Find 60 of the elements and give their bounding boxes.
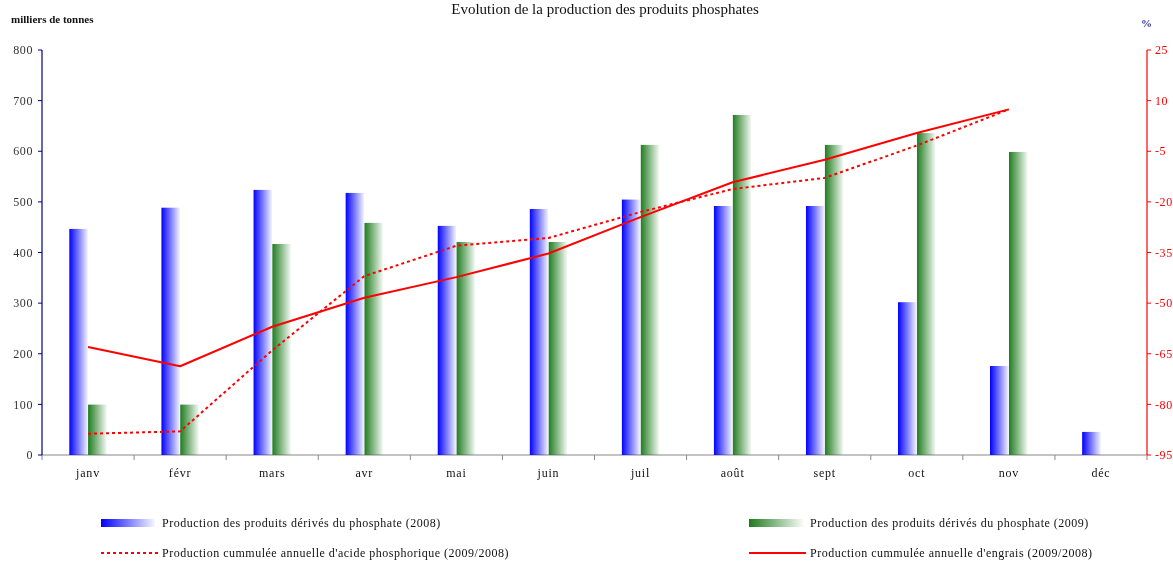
x-tick-label: déc — [1091, 466, 1111, 480]
bar — [437, 225, 457, 455]
bar — [805, 205, 825, 455]
y-tick-label: 700 — [13, 93, 33, 108]
bar — [529, 208, 549, 455]
y2-tick-label: -95 — [1155, 448, 1173, 463]
y2-tick-label: 10 — [1155, 93, 1169, 108]
legend-label: Production cummulée annuelle d'engrais (2009/2008) — [810, 546, 1093, 561]
y-tick-label: 100 — [13, 397, 33, 412]
x-tick-label: mai — [446, 466, 467, 480]
bar — [253, 189, 273, 455]
y2-tick-label: -20 — [1155, 195, 1173, 210]
bar — [272, 243, 292, 455]
x-tick-label: avr — [355, 466, 374, 480]
y-tick-label: 800 — [13, 43, 33, 58]
y2-tick-label: 25 — [1155, 43, 1169, 58]
bar — [990, 365, 1009, 455]
bar — [732, 114, 752, 455]
x-tick-label: nov — [998, 466, 1020, 480]
x-tick-label: févr — [168, 466, 192, 480]
bar — [713, 205, 733, 455]
y-tick-label: 400 — [13, 245, 33, 260]
bar — [621, 199, 641, 455]
x-tick-label: janv — [75, 466, 100, 480]
bar — [180, 404, 199, 455]
bar — [1082, 431, 1101, 455]
bar — [88, 404, 107, 455]
y2-tick-label: -5 — [1155, 144, 1167, 159]
bar — [69, 228, 89, 455]
y-axis-title: milliers de tonnes — [11, 13, 95, 25]
y-tick-label: 300 — [13, 296, 33, 311]
y-tick-label: 0 — [26, 448, 33, 463]
x-tick-label: sept — [813, 466, 836, 480]
y2-axis-title: % — [1141, 17, 1152, 29]
bar — [364, 222, 384, 455]
bar — [161, 207, 181, 455]
y2-tick-label: -35 — [1155, 245, 1173, 260]
x-tick-label: juin — [536, 466, 560, 480]
legend-label: Production des produits dérivés du phosphate (2009) — [810, 516, 1089, 531]
y-tick-label: 200 — [13, 346, 33, 361]
x-tick-label: août — [720, 466, 745, 480]
legend-label: Production cummulée annuelle d'acide phosphorique (2009/2008) — [162, 546, 509, 561]
y2-tick-label: -80 — [1155, 397, 1173, 412]
bar — [897, 302, 917, 455]
bar — [640, 144, 660, 455]
bar — [824, 144, 844, 455]
x-tick-label: mars — [258, 466, 286, 480]
x-tick-label: oct — [908, 466, 926, 480]
y2-tick-label: -65 — [1155, 346, 1173, 361]
bar — [916, 133, 936, 455]
bar — [456, 241, 476, 455]
y2-tick-label: -50 — [1155, 296, 1173, 311]
bar — [1008, 151, 1028, 455]
chart-title: Evolution de la production des produits phosphates — [451, 1, 759, 17]
x-tick-label: juil — [629, 466, 651, 480]
bar — [548, 241, 568, 455]
y-tick-label: 500 — [13, 195, 33, 210]
legend-label: Production des produits dérivés du phosphate (2008) — [162, 516, 441, 531]
bar — [345, 192, 365, 455]
y-tick-label: 600 — [13, 144, 33, 159]
